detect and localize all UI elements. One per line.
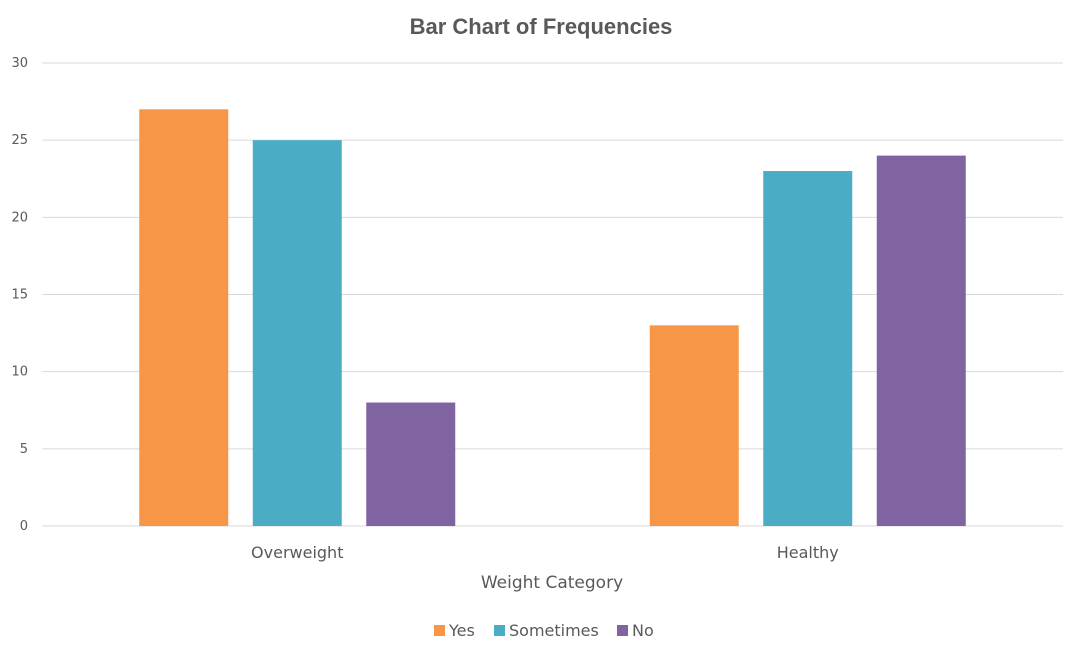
bar-no-healthy	[876, 155, 966, 526]
bar-yes-healthy	[649, 325, 739, 526]
y-tick-label: 0	[20, 519, 28, 534]
legend-label: No	[632, 621, 654, 640]
x-axis-categories: Overweight Healthy	[251, 543, 839, 562]
bar-no-overweight	[366, 402, 456, 526]
y-tick-label: 15	[11, 288, 28, 303]
legend: Yes Sometimes No	[434, 621, 654, 640]
bar-sometimes-healthy	[763, 171, 853, 527]
x-axis-title: Weight Category	[481, 573, 623, 593]
legend-label: Sometimes	[509, 621, 599, 640]
y-tick-label: 25	[11, 133, 28, 148]
y-tick-label: 20	[11, 210, 28, 225]
y-axis-ticks: 0 5 10 15 20 25 30	[11, 56, 28, 534]
y-tick-label: 30	[11, 56, 28, 71]
legend-swatch-yes	[434, 625, 445, 636]
bars	[139, 109, 966, 527]
x-category-label: Overweight	[251, 543, 343, 562]
chart-title: Bar Chart of Frequencies	[410, 14, 673, 39]
legend-swatch-sometimes	[494, 625, 505, 636]
bar-sometimes-overweight	[252, 140, 342, 526]
legend-swatch-no	[617, 625, 628, 636]
y-tick-label: 5	[20, 442, 28, 457]
x-category-label: Healthy	[777, 543, 839, 562]
y-tick-label: 10	[11, 365, 28, 380]
legend-label: Yes	[448, 621, 475, 640]
bar-yes-overweight	[139, 109, 229, 527]
